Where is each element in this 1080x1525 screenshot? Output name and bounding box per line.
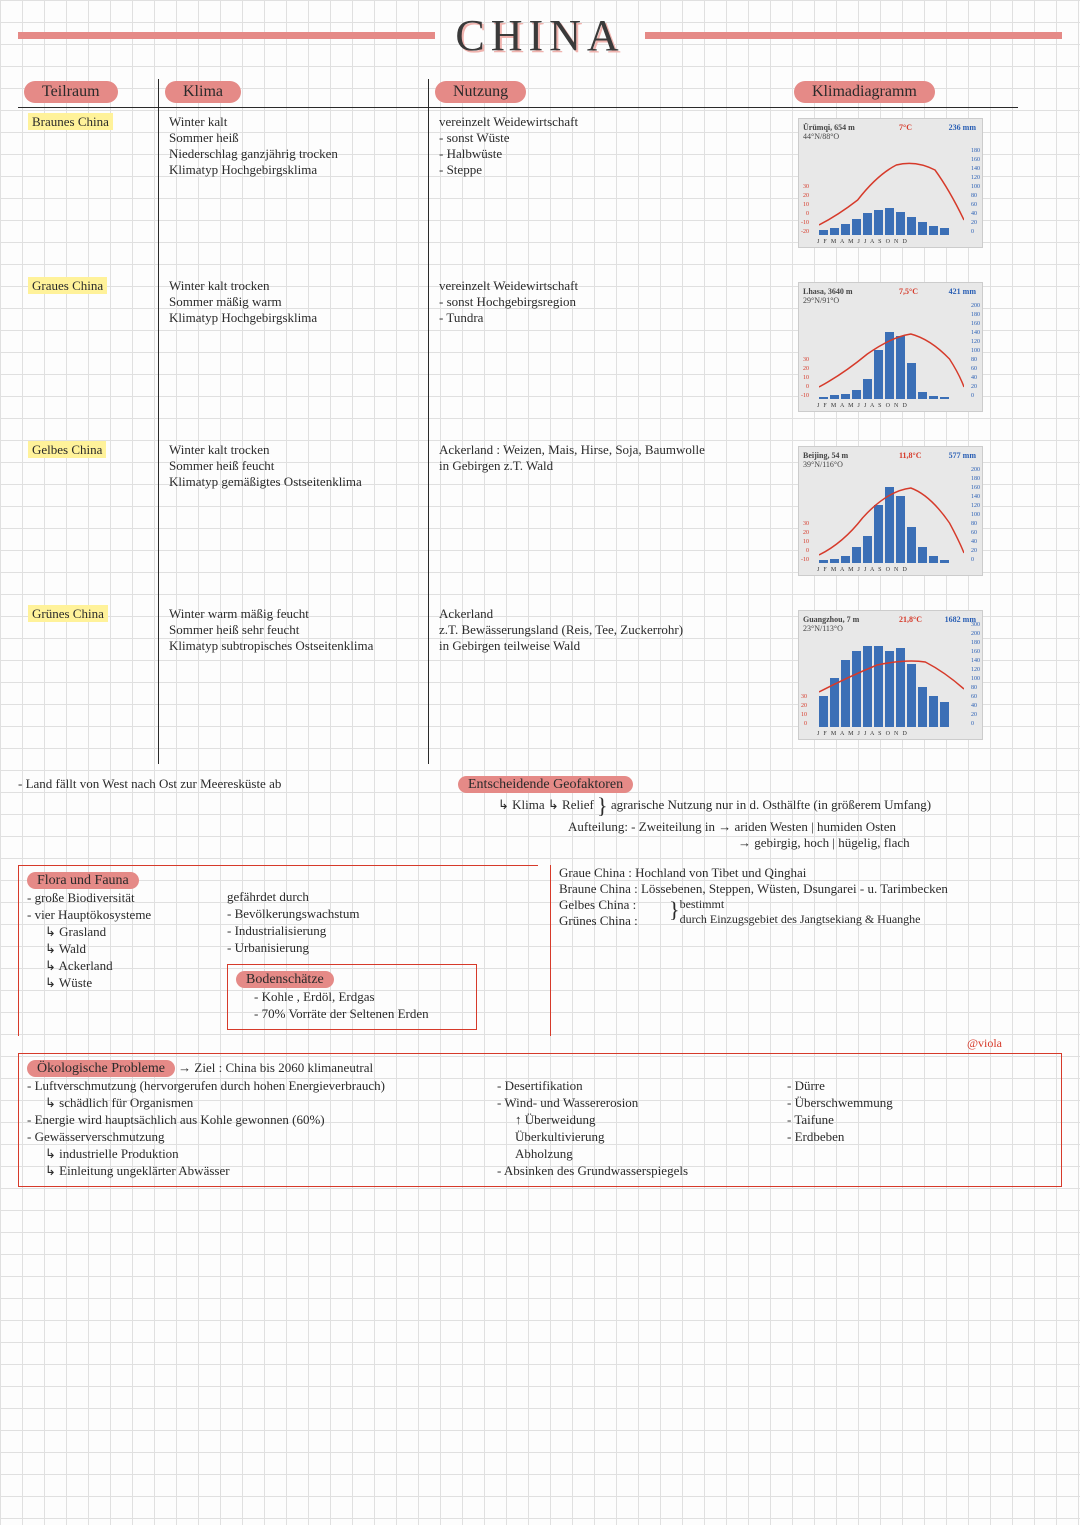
bo1: 70% Vorräte der Seltenen Erden	[236, 1006, 468, 1022]
rule-right	[645, 32, 1062, 39]
bo0: Kohle , Erdöl, Erdgas	[236, 989, 468, 1005]
col-teilraum: Teilraum	[18, 79, 158, 108]
flora-right: gefährdet durch Bevölkerungswachstum Ind…	[227, 889, 477, 1030]
oko-item: Abholzung	[497, 1146, 787, 1162]
lower-row-1: - Land fällt von West nach Ost zur Meere…	[18, 776, 1062, 851]
region-name: Grünes China	[18, 600, 158, 764]
flora-i1: vier Hauptökosysteme	[27, 907, 227, 923]
oko-ziel: → Ziel : China bis 2060 klimaneutral	[178, 1060, 373, 1075]
land-note: - Land fällt von West nach Ost zur Meere…	[18, 776, 458, 851]
geo-ge: Gelbes China :	[559, 897, 669, 913]
oko-item: Wind- und Wassererosion	[497, 1095, 787, 1111]
flora-s2: Ackerland	[27, 958, 227, 974]
oko-item: Dürre	[787, 1078, 987, 1094]
oko-item: industrielle Produktion	[27, 1146, 497, 1162]
oko-item: Energie wird hauptsächlich aus Kohle gew…	[27, 1112, 497, 1128]
page-title: CHINA	[455, 10, 624, 61]
col-klima: Klima	[158, 79, 428, 108]
flora-s3: Wüste	[27, 975, 227, 991]
flora-list: große Biodiversität vier Hauptökosysteme…	[27, 889, 227, 1030]
title-row: CHINA	[18, 10, 1062, 61]
oko-col2: DesertifikationWind- und WassererosionÜb…	[497, 1077, 787, 1180]
table-header: Teilraum Klima Nutzung Klimadiagramm	[18, 79, 1062, 108]
fg0: Bevölkerungswachstum	[227, 906, 477, 922]
chart-cell: Guangzhou, 7 m23°N/113°O21,8°C1682 mm302…	[788, 600, 1018, 764]
klima-cell: Winter kalt trockenSommer mäßig warmKlim…	[158, 272, 428, 436]
oko-item: Einleitung ungeklärter Abwässer	[27, 1163, 497, 1179]
climate-chart: Ürümqi, 654 m44°N/88°O7°C236 mm3020100-1…	[798, 118, 983, 248]
geo-gn: Grünes China :	[559, 913, 669, 929]
oko-item: schädlich für Organismen	[27, 1095, 497, 1111]
nutzung-cell: vereinzelt Weidewirtschaft- sonst Hochge…	[428, 272, 788, 436]
flora-s1: Wald	[27, 941, 227, 957]
geo-title: Entscheidende Geofaktoren	[458, 776, 633, 793]
credit: @viola	[18, 1036, 1062, 1051]
geo-best: bestimmt durch Einzugsgebiet des Jangtse…	[680, 897, 921, 929]
oko-title: Ökologische Probleme	[27, 1060, 175, 1077]
flora-gef: gefährdet durch	[227, 889, 309, 904]
lowgrid: Flora und Fauna große Biodiversität vier…	[18, 865, 1062, 1036]
h1: Teilraum	[24, 81, 118, 103]
fg1: Industrialisierung	[227, 923, 477, 939]
nutzung-cell: vereinzelt Weidewirtschaft- sonst Wüste-…	[428, 108, 788, 272]
climate-chart: Lhasa, 3640 m29°N/91°O7,5°C421 mm3020100…	[798, 282, 983, 412]
rule-left	[18, 32, 435, 39]
oko-item: Absinken des Grundwasserspiegels	[497, 1163, 787, 1179]
flora-s0: Grasland	[27, 924, 227, 940]
region-name: Braunes China	[18, 108, 158, 272]
h2: Klima	[165, 81, 241, 103]
geo-auft2: → gebirgig, hoch | hügelig, flach	[738, 835, 910, 850]
table-row: Braunes ChinaWinter kaltSommer heißNiede…	[18, 108, 1062, 272]
boden-box: Bodenschätze Kohle , Erdöl, Erdgas 70% V…	[227, 964, 477, 1030]
geo-l1: ↳ Klima ↳ Relief	[498, 797, 594, 812]
geo-detail: Graue China : Hochland von Tibet und Qin…	[550, 865, 1062, 1036]
oko-item: Überweidung	[497, 1112, 787, 1128]
chart-cell: Ürümqi, 654 m44°N/88°O7°C236 mm3020100-1…	[788, 108, 1018, 272]
table-row: Graues ChinaWinter kalt trockenSommer mä…	[18, 272, 1062, 436]
chart-cell: Beijing, 54 m39°N/116°O11,8°C577 mm30201…	[788, 436, 1018, 600]
oko-item: Taifune	[787, 1112, 987, 1128]
oko-col3: DürreÜberschwemmungTaifuneErdbeben	[787, 1077, 987, 1180]
klima-cell: Winter kalt trockenSommer heiß feuchtKli…	[158, 436, 428, 600]
climate-chart: Guangzhou, 7 m23°N/113°O21,8°C1682 mm302…	[798, 610, 983, 740]
klima-cell: Winter kaltSommer heißNiederschlag ganzj…	[158, 108, 428, 272]
geo-block: Entscheidende Geofaktoren ↳ Klima ↳ Reli…	[458, 776, 931, 851]
oko-item: Überschwemmung	[787, 1095, 987, 1111]
geo-l1b: agrarische Nutzung nur in d. Osthälfte (…	[611, 797, 931, 812]
oko-item: Luftverschmutzung (hervorgerufen durch h…	[27, 1078, 497, 1094]
col-diagramm: Klimadiagramm	[788, 79, 1018, 108]
geo-auft: Aufteilung: - Zweiteilung in → ariden We…	[568, 819, 896, 834]
oko-item: Erdbeben	[787, 1129, 987, 1145]
klima-cell: Winter warm mäßig feuchtSommer heiß sehr…	[158, 600, 428, 764]
region-name: Gelbes China	[18, 436, 158, 600]
col-nutzung: Nutzung	[428, 79, 788, 108]
oko-item: Überkultivierung	[497, 1129, 787, 1145]
h4: Klimadiagramm	[794, 81, 935, 103]
geo-gr: Graue China : Hochland von Tibet und Qin…	[559, 865, 1062, 881]
nutzung-cell: Ackerland : Weizen, Mais, Hirse, Soja, B…	[428, 436, 788, 600]
oko-item: Gewässerverschmutzung	[27, 1129, 497, 1145]
brace: }	[597, 793, 608, 818]
oko-col1: Luftverschmutzung (hervorgerufen durch h…	[27, 1077, 497, 1180]
chart-cell: Lhasa, 3640 m29°N/91°O7,5°C421 mm3020100…	[788, 272, 1018, 436]
region-name: Graues China	[18, 272, 158, 436]
h3: Nutzung	[435, 81, 526, 103]
flora-box: Flora und Fauna große Biodiversität vier…	[18, 865, 538, 1036]
oko-item: Desertifikation	[497, 1078, 787, 1094]
fg2: Urbanisierung	[227, 940, 477, 956]
boden-title: Bodenschätze	[236, 971, 334, 988]
nutzung-cell: Ackerlandz.T. Bewässerungsland (Reis, Te…	[428, 600, 788, 764]
climate-chart: Beijing, 54 m39°N/116°O11,8°C577 mm30201…	[798, 446, 983, 576]
flora-i0: große Biodiversität	[27, 890, 227, 906]
table-row: Gelbes ChinaWinter kalt trockenSommer he…	[18, 436, 1062, 600]
flora-title: Flora und Fauna	[27, 872, 139, 889]
oko-box: Ökologische Probleme → Ziel : China bis …	[18, 1053, 1062, 1187]
geo-br: Braune China : Lössebenen, Steppen, Wüst…	[559, 881, 1062, 897]
table-row: Grünes ChinaWinter warm mäßig feuchtSomm…	[18, 600, 1062, 764]
rows-container: Braunes ChinaWinter kaltSommer heißNiede…	[18, 108, 1062, 764]
flora-col: Flora und Fauna große Biodiversität vier…	[18, 865, 538, 1036]
